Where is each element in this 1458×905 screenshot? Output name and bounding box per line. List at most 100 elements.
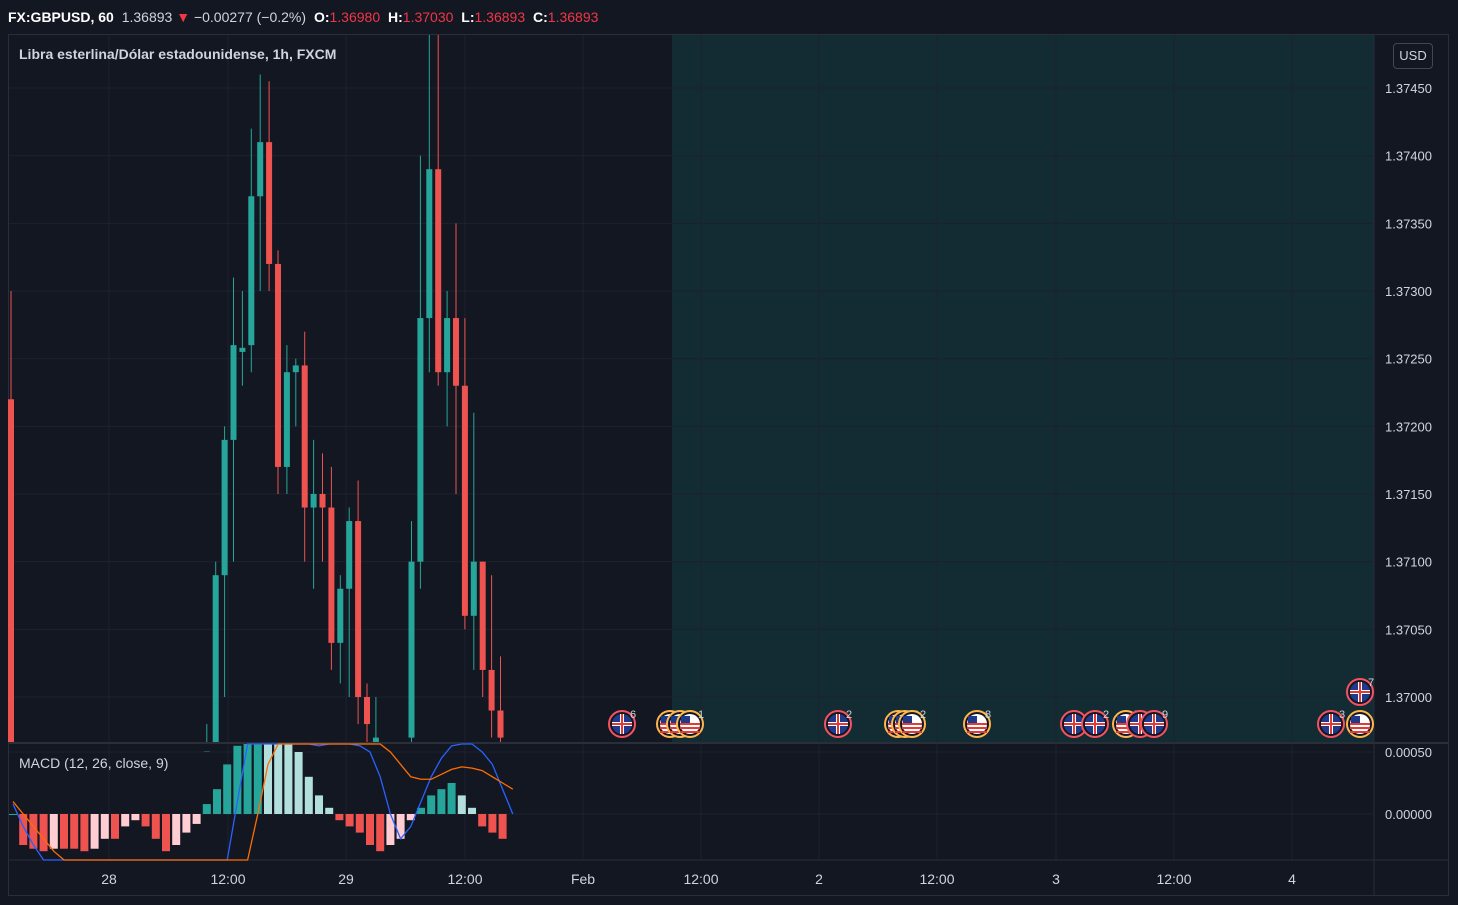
candle-body [283,372,290,467]
price-tick-label: 1.37250 [1385,352,1432,367]
price-tick-label: 1.37450 [1385,81,1432,96]
event-count-badge: 3 [1339,709,1345,721]
time-tick-label: 29 [338,871,354,887]
candle-body [453,318,459,386]
us-flag-stripe [902,723,922,725]
us-flag-stripe [680,727,700,729]
macd-histogram-bar [366,814,374,845]
time-tick-label: 12:00 [1156,871,1191,887]
macd-histogram-bar [60,814,68,849]
candle-body [372,737,379,742]
high-value: 1.37030 [402,9,454,25]
macd-histogram-bar [172,814,181,845]
time-tick-label: 2 [815,871,823,887]
us-flag-canton [903,716,912,723]
macd-histogram-bar [192,814,201,824]
time-tick-label: 12:00 [919,871,954,887]
macd-histogram-bar [141,814,150,827]
us-flag-stripe [680,723,700,725]
macd-histogram-bar [49,814,58,849]
event-count-badge: 8 [985,709,991,721]
macd-histogram-bar [243,744,252,814]
macd-histogram-bar [406,814,415,821]
macd-histogram-bar [396,814,405,839]
macd-histogram-bar [29,814,38,849]
candle-body [364,697,370,725]
candle-body [310,494,317,508]
candle-body [221,439,228,576]
candle-body [292,365,299,373]
time-tick-label: 12:00 [210,871,245,887]
candle-body [408,561,415,738]
open-label: O: [313,9,330,25]
candle-body [488,669,495,711]
macd-histogram-bar [202,804,211,814]
event-count-badge: 2 [846,709,852,721]
price-tick-label: 1.37400 [1385,149,1432,164]
macd-histogram-bar [447,783,456,814]
macd-histogram-bar [233,745,242,814]
macd-histogram-bar [427,795,436,814]
macd-histogram-bar [213,789,221,814]
us-flag-stripe [1116,727,1136,729]
macd-histogram-bar [345,814,354,827]
candle-body [230,345,237,440]
candle-body [319,494,326,508]
price-tick-label: 1.37100 [1385,555,1432,570]
candle-body [461,385,468,616]
macd-legend[interactable]: MACD (12, 26, close, 9) [19,755,169,771]
event-count-badge: 6 [630,709,636,721]
macd-tick-label: 0.00050 [1385,745,1432,760]
symbol-label[interactable]: FX:GBPUSD, 60 [8,9,114,25]
macd-histogram-bar [284,744,293,814]
macd-histogram-bar [376,814,385,852]
us-flag-stripe [902,731,922,733]
macd-histogram-bar [90,814,99,849]
signal-line [12,743,514,861]
event-count-badge: 9 [1162,709,1168,721]
event-count-badge: 2 [920,709,926,721]
candle-body [239,347,246,352]
macd-histogram-bar [498,814,507,839]
macd-histogram-bar [457,795,466,814]
price-tick-label: 1.37200 [1385,419,1432,434]
candle-body [470,561,477,616]
currency-button[interactable]: USD [1393,43,1433,69]
macd-histogram-bar [304,776,313,814]
macd-histogram-bar [478,814,487,827]
time-tick-label: 12:00 [683,871,718,887]
macd-histogram-bar [111,814,119,839]
low-label: L: [461,9,475,25]
macd-histogram-bar [223,764,232,814]
macd-histogram-bar [315,795,323,814]
macd-histogram-bar [335,814,344,821]
macd-histogram-bar [468,807,476,814]
high-label: H: [388,9,403,25]
candle-body [426,169,433,319]
macd-histogram-bar [80,814,89,852]
us-flag-canton [661,716,670,723]
macd-histogram-bar [19,814,28,845]
macd-tick-label: 0.00000 [1385,807,1432,822]
macd-histogram-bar [325,807,334,814]
us-flag-canton [1351,716,1360,723]
macd-histogram-bar [182,814,191,833]
macd-histogram-bar [162,814,170,852]
price-change: −0.00277 (−0.2%) [193,9,307,25]
us-flag-canton [968,716,977,723]
macd-histogram-bar [417,807,425,814]
macd-histogram-bar [151,814,160,839]
candle-body [248,196,255,346]
us-flag-stripe [1116,731,1136,733]
event-count-badge: 1 [698,709,704,721]
candle-body [301,365,308,508]
candle-body [497,710,504,738]
macd-histogram-bar [386,814,395,845]
macd-histogram-bar [121,814,130,827]
open-value: 1.36980 [329,9,381,25]
close-label: C: [533,9,548,25]
time-tick-label: Feb [571,871,595,887]
us-flag-stripe [1350,723,1370,725]
us-flag-canton [671,716,680,723]
